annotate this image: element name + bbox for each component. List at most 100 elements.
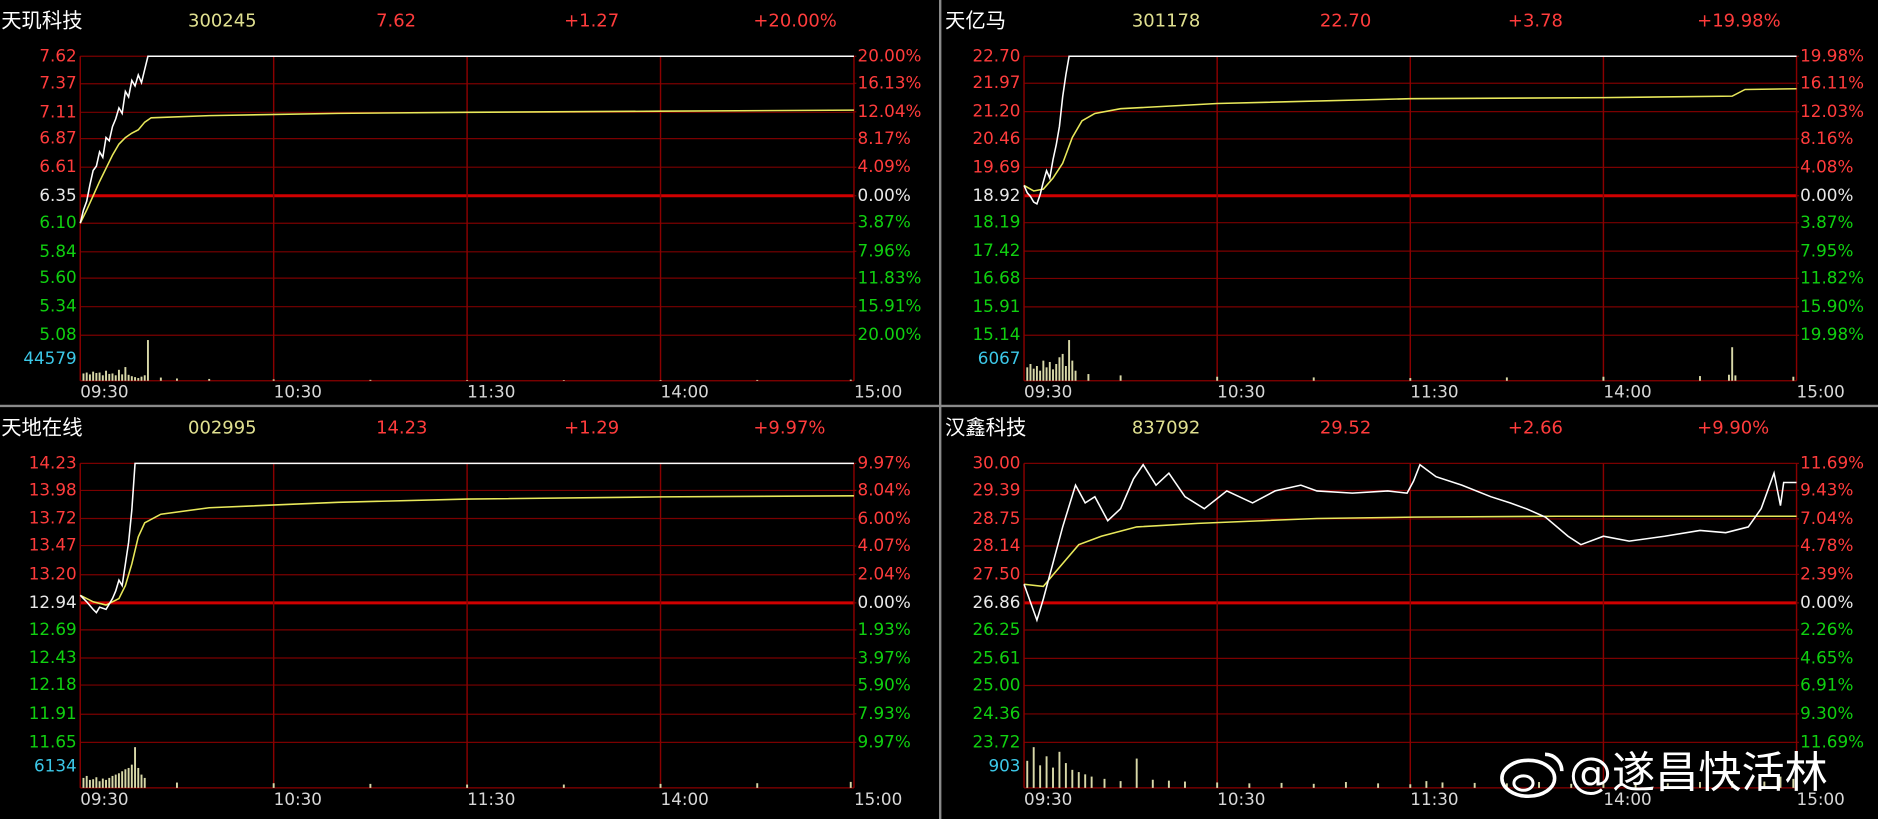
- volume-tick-label: 6134: [34, 755, 77, 775]
- y2-tick-label: 3.87%: [858, 212, 911, 232]
- x-tick-label: 14:00: [661, 789, 709, 809]
- header-title: 天亿马: [945, 9, 1006, 33]
- volume-bar: [1042, 360, 1045, 381]
- volume-bar: [1039, 765, 1042, 788]
- volume-bar: [85, 372, 88, 381]
- volume-bar: [1792, 376, 1795, 381]
- volume-bar: [1602, 376, 1605, 381]
- header-code: 837092: [1132, 418, 1201, 439]
- volume-bar: [176, 782, 178, 788]
- y2-tick-label: 12.03%: [1800, 101, 1864, 121]
- y2-tick-label: 4.07%: [858, 535, 911, 555]
- volume-bar: [137, 767, 140, 788]
- volume-bar: [1538, 782, 1541, 788]
- y-tick-label: 26.86: [972, 592, 1020, 612]
- volume-bar: [92, 779, 95, 788]
- volume-bar: [562, 380, 565, 381]
- y-tick-label: 15.91: [972, 296, 1020, 316]
- volume-bar: [105, 370, 107, 381]
- volume-bar: [127, 374, 130, 381]
- volume-bar: [124, 367, 127, 381]
- y-tick-label: 12.69: [29, 619, 77, 639]
- volume-bar: [176, 378, 178, 381]
- y2-tick-label: 2.39%: [1800, 563, 1853, 583]
- volume-bar: [98, 372, 101, 381]
- y-tick-label: 12.18: [29, 674, 77, 694]
- volume-bar: [1039, 370, 1042, 381]
- watermark: @遂昌快活林: [1569, 748, 1828, 798]
- y-tick-label: 12.94: [29, 592, 77, 612]
- volume-bar: [95, 777, 98, 788]
- average-line: [79, 495, 854, 606]
- y2-tick-label: 15.91%: [858, 296, 922, 316]
- volume-bar: [130, 376, 133, 381]
- volume-bar: [1119, 375, 1122, 381]
- y2-tick-label: 9.43%: [1800, 479, 1853, 499]
- header-price: 29.52: [1320, 418, 1371, 439]
- x-tick-label: 15:00: [854, 789, 902, 809]
- x-tick-label: 11:30: [1410, 789, 1458, 809]
- volume-bar: [659, 380, 662, 381]
- y2-tick-label: 11.83%: [858, 267, 922, 287]
- volume-bar: [1792, 778, 1795, 788]
- volume-bar: [134, 377, 137, 381]
- header-code: 300245: [188, 11, 257, 32]
- header-change-pct: +19.98%: [1697, 11, 1781, 32]
- volume-bar: [82, 777, 85, 788]
- y2-tick-label: 3.87%: [1800, 212, 1853, 232]
- y2-tick-label: 0.00%: [1800, 592, 1853, 612]
- y-tick-label: 11.65: [29, 731, 77, 751]
- header-change: +1.27: [564, 11, 619, 32]
- volume-bar: [1570, 783, 1573, 788]
- volume-bar: [1184, 781, 1186, 788]
- volume-bar: [121, 374, 124, 381]
- volume-bar: [127, 767, 130, 788]
- volume-bar: [88, 374, 91, 381]
- x-tick-label: 09:30: [1024, 382, 1072, 402]
- volume-bar: [1216, 782, 1219, 788]
- y-tick-label: 7.62: [39, 45, 76, 65]
- price-line: [1023, 463, 1797, 623]
- y-tick-label: 5.34: [39, 296, 76, 316]
- volume-bar: [117, 773, 120, 788]
- volume-bar: [1058, 751, 1061, 788]
- header-price: 7.62: [376, 11, 416, 32]
- volume-bar: [85, 775, 88, 788]
- y-tick-label: 24.36: [972, 703, 1020, 723]
- volume-bar: [1064, 366, 1067, 381]
- header-change: +2.66: [1508, 418, 1563, 439]
- y-tick-label: 28.14: [972, 535, 1020, 555]
- volume-bar: [1045, 367, 1048, 381]
- y-tick-label: 25.00: [972, 675, 1020, 695]
- volume-bar: [1061, 353, 1064, 381]
- x-tick-label: 10:30: [274, 382, 322, 402]
- volume-bar: [1048, 361, 1051, 381]
- y2-tick-label: 9.30%: [1800, 703, 1853, 723]
- volume-bar: [1135, 758, 1138, 788]
- x-tick-label: 15:00: [1797, 382, 1845, 402]
- volume-bar: [134, 747, 137, 788]
- volume-bar: [82, 373, 85, 381]
- volume-bar: [849, 781, 852, 788]
- y-tick-label: 26.25: [972, 619, 1020, 639]
- volume-bar: [1032, 368, 1035, 381]
- volume-bar: [105, 779, 107, 788]
- y-tick-label: 19.69: [972, 156, 1020, 176]
- volume-bar: [849, 379, 852, 381]
- y-tick-label: 13.20: [29, 564, 77, 584]
- y2-tick-label: 11.69%: [1800, 731, 1864, 751]
- volume-bar: [1734, 375, 1737, 381]
- y2-tick-label: 12.04%: [858, 101, 922, 121]
- y2-tick-label: 4.09%: [858, 156, 911, 176]
- volume-bar: [1763, 781, 1766, 788]
- x-tick-label: 10:30: [1217, 382, 1265, 402]
- y2-tick-label: 2.04%: [858, 563, 911, 583]
- volume-bar: [1052, 767, 1054, 788]
- volume-bar: [208, 378, 211, 381]
- y2-tick-label: 0.00%: [858, 592, 911, 612]
- y-tick-label: 17.42: [972, 240, 1020, 260]
- x-tick-label: 14:00: [1603, 789, 1651, 809]
- volume-bar: [1055, 363, 1058, 381]
- volume-bar: [1026, 760, 1029, 788]
- y2-tick-label: 20.00%: [858, 45, 922, 65]
